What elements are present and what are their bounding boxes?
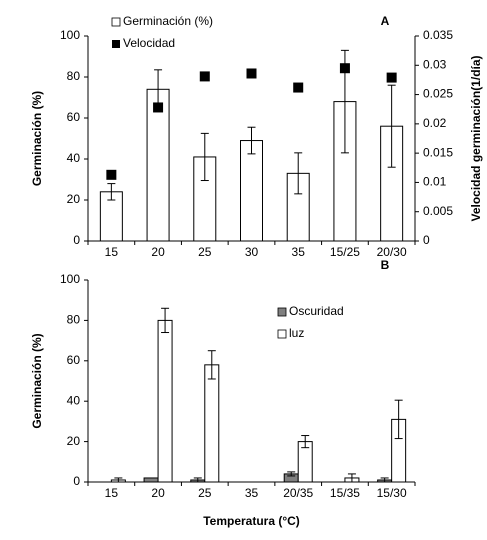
error-bar xyxy=(161,307,170,334)
error-bar xyxy=(207,350,216,380)
error-bar xyxy=(380,477,389,483)
error-bar xyxy=(301,435,310,449)
y-axis-title: Germinación (%) xyxy=(30,333,44,428)
y-tick-label: 0 xyxy=(73,233,80,247)
marker xyxy=(106,169,117,180)
x-tick-label: 15 xyxy=(105,245,119,259)
x-tick-label: 15/25 xyxy=(330,245,360,259)
x-tick-label: 35 xyxy=(245,486,259,500)
y-tick-label: 20 xyxy=(67,434,81,448)
y-tick-label: 100 xyxy=(60,272,80,286)
y-tick-label: 60 xyxy=(67,110,81,124)
y-tick-label: 80 xyxy=(67,313,81,327)
y-axis-title: Germinación (%) xyxy=(30,91,44,186)
error-bar xyxy=(200,132,209,182)
x-tick-label: 20/35 xyxy=(283,486,313,500)
y2-tick-label: 0.01 xyxy=(423,175,447,189)
error-bar xyxy=(387,84,396,168)
marker xyxy=(246,68,257,79)
legend-label: Oscuridad xyxy=(289,304,344,318)
error-bar xyxy=(347,473,356,483)
legend-swatch xyxy=(277,307,287,317)
bar xyxy=(204,364,220,483)
y2-tick-label: 0.02 xyxy=(423,116,447,130)
y2-tick-label: 0.015 xyxy=(423,145,453,159)
y-tick-label: 100 xyxy=(60,28,80,42)
marker xyxy=(293,82,304,93)
bar xyxy=(240,140,263,242)
y-tick-label: 60 xyxy=(67,353,81,367)
x-tick-label: 15/35 xyxy=(330,486,360,500)
marker xyxy=(199,71,210,82)
y-tick-label: 40 xyxy=(67,393,81,407)
y-tick-label: 80 xyxy=(67,69,81,83)
y-tick-label: 0 xyxy=(73,474,80,488)
y-tick-label: 20 xyxy=(67,192,81,206)
bar xyxy=(157,319,173,483)
x-tick-label: 20 xyxy=(151,245,165,259)
error-bar xyxy=(107,183,116,201)
x-tick-label: 30 xyxy=(245,245,259,259)
panel-label: A xyxy=(381,14,390,28)
y-tick-label: 40 xyxy=(67,151,81,165)
y2-tick-label: 0.005 xyxy=(423,204,453,218)
x-tick-label: 15 xyxy=(105,486,119,500)
x-tick-label: 15/30 xyxy=(377,486,407,500)
error-bar xyxy=(114,477,123,483)
x-tick-label: 20/30 xyxy=(377,245,407,259)
error-bar xyxy=(394,399,403,440)
legend-swatch xyxy=(112,40,120,48)
error-bar xyxy=(287,471,296,477)
marker xyxy=(339,63,350,74)
legend-swatch xyxy=(111,17,121,27)
x-tick-label: 25 xyxy=(198,245,212,259)
error-bar xyxy=(193,477,202,483)
panel-label: B xyxy=(381,258,390,272)
y2-tick-label: 0.025 xyxy=(423,87,453,101)
legend-label: luz xyxy=(289,326,304,340)
legend-label: Velocidad xyxy=(123,36,175,50)
x-tick-label: 25 xyxy=(198,486,212,500)
x-tick-label: 20 xyxy=(151,486,165,500)
error-bar xyxy=(247,126,256,155)
y2-axis-title: Velocidad germinación(1/día) xyxy=(469,55,483,221)
legend-label: Germinación (%) xyxy=(123,14,213,28)
bar xyxy=(143,477,159,483)
error-bar xyxy=(294,152,303,195)
legend-swatch xyxy=(277,329,287,339)
x-axis-title: Temperatura (°C) xyxy=(203,514,300,528)
y2-tick-label: 0.03 xyxy=(423,57,447,71)
y2-tick-label: 0 xyxy=(423,233,430,247)
x-tick-label: 35 xyxy=(292,245,306,259)
marker xyxy=(153,102,164,113)
y2-tick-label: 0.035 xyxy=(423,28,453,42)
marker xyxy=(386,72,397,83)
